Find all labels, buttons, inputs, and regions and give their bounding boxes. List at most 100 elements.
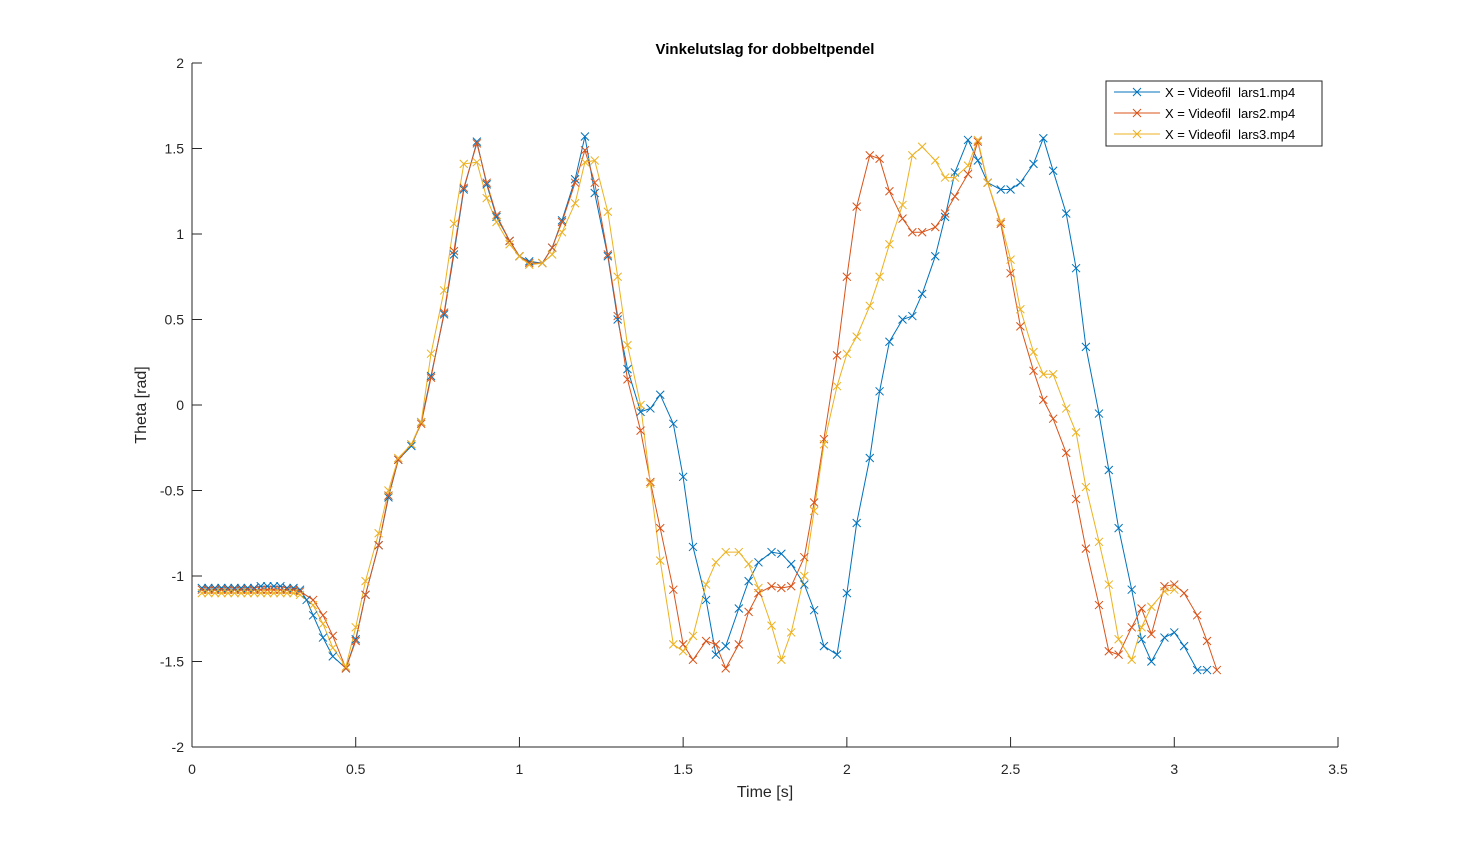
data-point-marker: [1071, 263, 1081, 273]
data-point-marker: [269, 585, 279, 595]
y-tick-label: -0.5: [160, 483, 184, 499]
data-point-marker: [374, 528, 383, 538]
x-tick-label: 2: [843, 761, 851, 777]
legend-label: X = Videofil lars2.mp4: [1165, 106, 1295, 121]
data-point-marker: [492, 210, 501, 220]
data-point-marker: [852, 202, 862, 211]
data-point-marker: [374, 540, 383, 550]
data-point-marker: [416, 417, 426, 427]
data-point-marker: [701, 636, 711, 646]
data-point-marker: [341, 662, 351, 671]
data-point-marker: [721, 641, 731, 651]
data-point-marker: [276, 581, 285, 591]
data-point-marker: [875, 154, 884, 164]
data-point-marker: [1006, 255, 1015, 265]
legend-entry: X = Videofil lars1.mp4: [1114, 85, 1295, 100]
data-point-marker: [613, 272, 623, 282]
data-point-marker: [1081, 482, 1091, 492]
data-point-marker: [361, 590, 370, 600]
chart-title: Vinkelutslag for dobbeltpendel: [656, 41, 875, 58]
data-point-marker: [407, 439, 416, 449]
data-point-marker: [472, 137, 482, 147]
data-point-marker: [940, 212, 950, 222]
data-point-marker: [1094, 409, 1104, 418]
data-point-marker: [393, 453, 403, 463]
data-point-marker: [930, 156, 940, 165]
data-point-marker: [678, 472, 688, 482]
data-point-marker: [449, 219, 459, 229]
data-point-marker: [204, 585, 213, 595]
data-point-marker: [917, 289, 927, 299]
data-point-marker: [940, 173, 950, 182]
data-point-marker: [1104, 646, 1114, 656]
data-point-marker: [328, 631, 338, 641]
data-point-marker: [832, 381, 842, 391]
data-point-marker: [223, 585, 233, 595]
data-point-marker: [204, 588, 213, 598]
data-point-marker: [505, 239, 514, 249]
data-point-marker: [1071, 494, 1081, 504]
data-point-marker: [885, 186, 894, 196]
data-point-marker: [1192, 610, 1202, 620]
data-point-marker: [623, 374, 632, 384]
data-point-marker: [950, 173, 960, 182]
data-point-marker: [819, 641, 829, 651]
data-point-marker: [1179, 588, 1189, 598]
data-point-marker: [885, 239, 894, 249]
data-point-marker: [482, 180, 492, 189]
data-point-marker: [996, 219, 1006, 229]
data-point-marker: [524, 260, 534, 270]
data-point-marker: [1212, 665, 1222, 675]
data-point-marker: [688, 542, 698, 552]
data-point-marker: [603, 250, 613, 259]
y-axis-label: Theta [rad]: [133, 366, 150, 443]
data-point-marker: [1061, 209, 1071, 218]
data-point-marker: [449, 250, 459, 259]
data-point-marker: [328, 643, 338, 653]
legend-entry: X = Videofil lars2.mp4: [1114, 106, 1295, 121]
data-point-marker: [603, 251, 613, 261]
data-point-marker: [524, 258, 534, 268]
data-point-marker: [459, 185, 469, 194]
data-point-marker: [472, 139, 482, 148]
data-point-marker: [1048, 166, 1058, 176]
data-point-marker: [1094, 537, 1104, 547]
data-point-marker: [1147, 602, 1156, 612]
data-point-marker: [1127, 585, 1137, 595]
data-point-marker: [786, 559, 796, 569]
data-point-marker: [1038, 369, 1048, 379]
data-point-marker: [1016, 304, 1025, 314]
data-point-marker: [1137, 604, 1146, 613]
x-tick-label: 3: [1170, 761, 1178, 777]
data-point-marker: [1029, 366, 1038, 376]
data-point-marker: [524, 257, 534, 266]
data-point-marker: [282, 588, 292, 598]
data-point-marker: [1048, 369, 1058, 379]
data-point-marker: [646, 477, 655, 487]
data-point-marker: [940, 209, 950, 218]
data-point-marker: [613, 315, 623, 324]
data-point-marker: [449, 246, 459, 256]
data-point-marker: [580, 132, 590, 141]
data-point-marker: [852, 332, 862, 341]
axes: 0 0.5 1 1.5 2 2.5 3 3.5 -2 -1.5 -1 -0.5 0 0.5 1 1.5 2: [160, 55, 1348, 777]
data-point-marker: [636, 426, 645, 436]
data-point-marker: [439, 308, 449, 318]
data-point-marker: [1061, 448, 1071, 458]
data-point-marker: [1202, 636, 1212, 646]
data-point-marker: [590, 156, 600, 165]
data-point-marker: [655, 390, 665, 400]
data-point-marker: [1114, 650, 1123, 660]
data-point-marker: [1127, 655, 1137, 665]
data-point-marker: [744, 559, 753, 569]
data-point-marker: [557, 215, 567, 225]
data-point-marker: [767, 547, 776, 557]
data-point-marker: [262, 585, 272, 595]
x-axis-label: Time [s]: [737, 784, 793, 801]
data-point-marker: [842, 588, 852, 598]
data-point-marker: [1147, 629, 1156, 639]
data-point-marker: [1169, 585, 1179, 595]
data-point-marker: [1081, 342, 1091, 352]
data-point-marker: [701, 580, 711, 589]
